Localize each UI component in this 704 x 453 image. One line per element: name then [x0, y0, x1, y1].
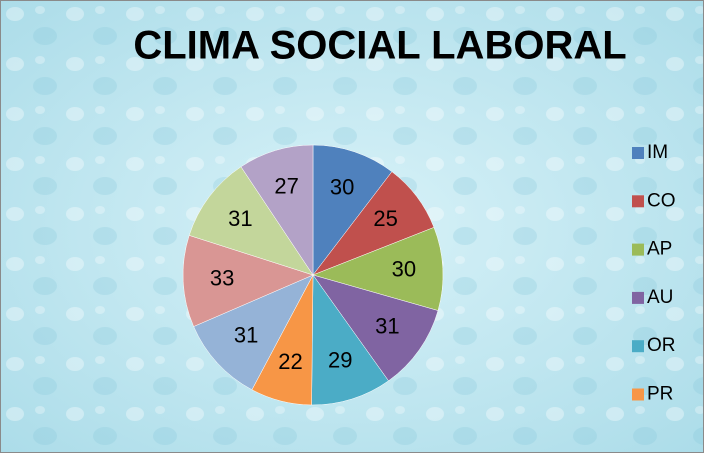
data-label: 30: [392, 256, 416, 281]
data-label: 30: [330, 175, 354, 200]
legend-label: IM: [647, 142, 668, 163]
pie-slice: [240, 144, 314, 276]
legend-label: PR: [647, 384, 673, 405]
legend-swatch: [632, 243, 644, 256]
legend-label: OR: [647, 335, 676, 356]
data-label: 22: [278, 349, 302, 374]
data-label: 29: [328, 348, 352, 373]
legend-label: CO: [647, 190, 676, 211]
legend-swatch: [632, 340, 644, 353]
pie-slice: [312, 227, 444, 311]
legend-swatch: [632, 388, 644, 401]
pie-slice: [312, 274, 439, 382]
legend-label: AP: [647, 239, 672, 260]
legend-label: AU: [647, 287, 673, 308]
pie-slice: [311, 274, 389, 406]
data-label: 31: [375, 313, 399, 338]
legend-swatch: [632, 195, 644, 208]
data-label: 25: [373, 206, 397, 231]
legend-swatch: [632, 291, 644, 304]
data-label: 33: [210, 265, 234, 290]
pie-slice: [182, 235, 314, 327]
pie-slice: [188, 166, 314, 276]
legend-swatch: [632, 147, 644, 159]
data-label: 31: [228, 206, 252, 231]
pie-slice: [312, 144, 393, 276]
pie-slice: [193, 274, 314, 391]
chart-title: CLIMA SOCIAL LABORAL: [133, 24, 626, 68]
data-label: 31: [234, 322, 258, 347]
data-label: 27: [274, 174, 298, 199]
